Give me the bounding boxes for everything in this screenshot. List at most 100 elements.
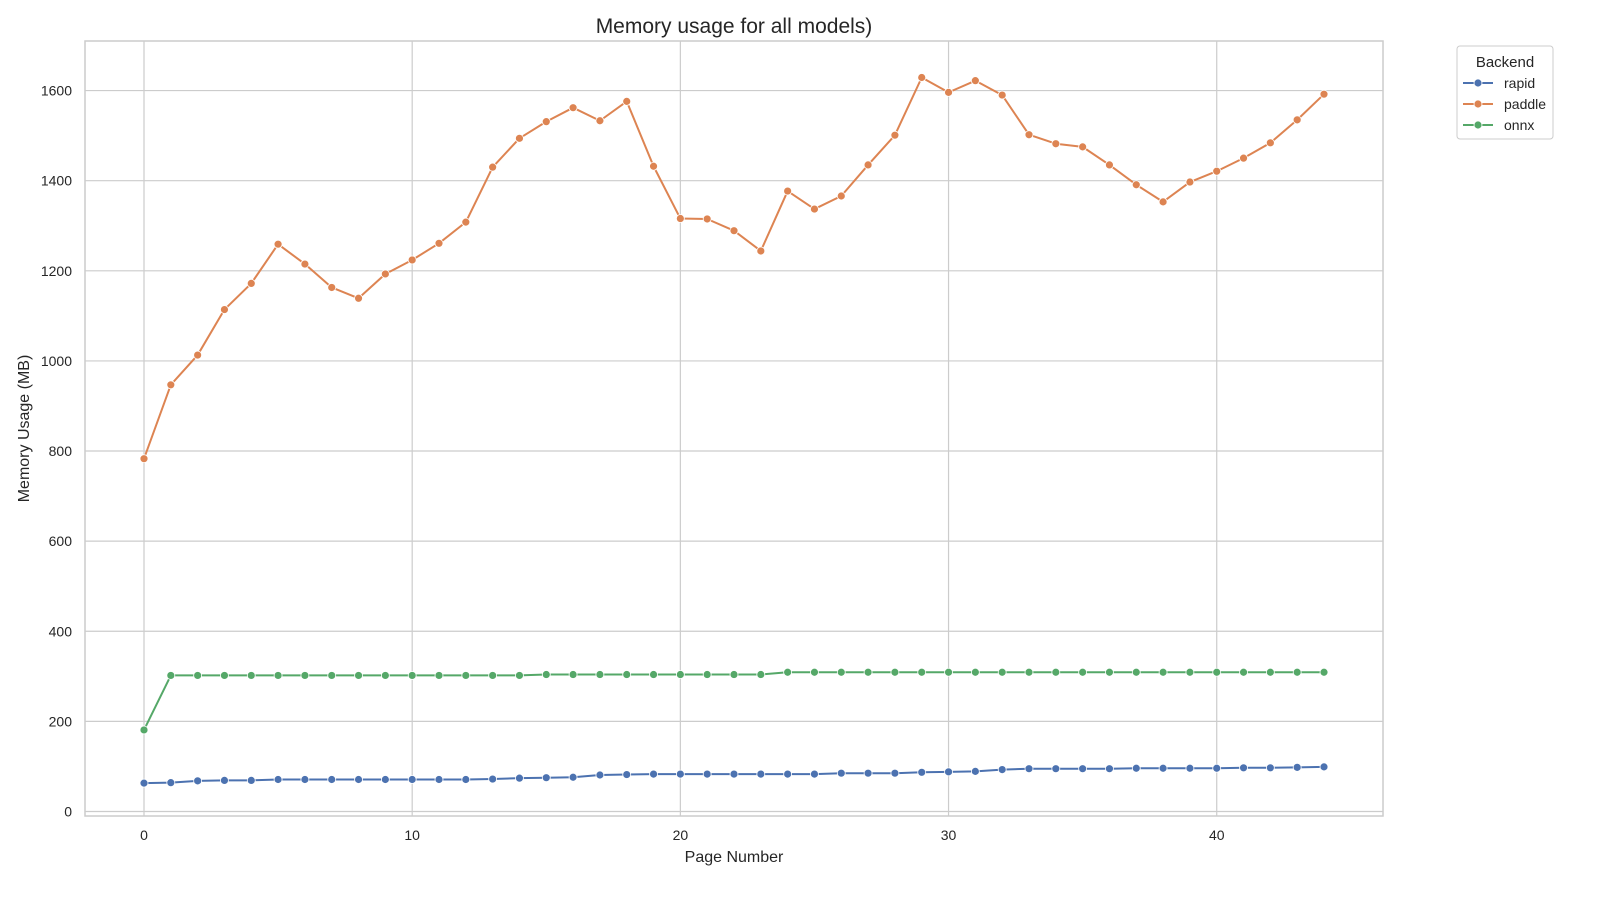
data-point-rapid (1105, 764, 1114, 774)
data-point-paddle (515, 133, 524, 143)
data-point-paddle (541, 117, 551, 127)
data-point-onnx (675, 670, 685, 679)
data-point-rapid (917, 767, 927, 777)
x-tick-label: 30 (941, 827, 957, 843)
data-point-paddle (1185, 177, 1195, 187)
x-tick-label: 20 (673, 827, 689, 843)
data-point-onnx (515, 671, 524, 680)
data-point-rapid (622, 770, 632, 779)
data-point-paddle (890, 130, 900, 140)
data-point-onnx (220, 671, 229, 680)
data-point-rapid (1265, 763, 1275, 773)
data-point-rapid (1078, 764, 1088, 774)
data-point-rapid (461, 775, 471, 784)
data-point-onnx (541, 670, 551, 679)
data-point-paddle (1024, 130, 1034, 140)
data-point-onnx (193, 671, 203, 680)
data-point-rapid (1158, 763, 1168, 773)
plot-frame (84, 40, 1384, 817)
data-point-paddle (970, 76, 980, 86)
data-point-onnx (246, 671, 256, 680)
data-point-paddle (1051, 139, 1061, 149)
data-point-onnx (756, 670, 766, 679)
data-point-rapid (488, 774, 498, 784)
y-tick-label: 1000 (41, 353, 72, 369)
data-point-rapid (139, 778, 149, 788)
legend-items: rapid paddle onnx (1463, 75, 1546, 133)
series-line-paddle (143, 76, 1325, 460)
data-point-paddle (407, 255, 417, 265)
data-point-onnx (273, 671, 283, 680)
data-point-paddle (461, 217, 471, 227)
data-point-rapid (675, 769, 685, 779)
data-point-onnx (729, 670, 739, 679)
data-point-paddle (488, 162, 498, 172)
data-point-onnx (1158, 667, 1168, 677)
data-point-onnx (970, 667, 980, 677)
data-point-rapid (944, 767, 953, 777)
data-point-paddle (246, 279, 256, 288)
data-point-rapid (515, 773, 524, 783)
data-point-rapid (434, 775, 444, 784)
data-point-paddle (1105, 160, 1114, 170)
data-point-paddle (836, 191, 846, 201)
data-point-rapid (810, 769, 819, 779)
data-point-paddle (702, 214, 712, 224)
data-point-rapid (300, 775, 310, 784)
data-point-onnx (139, 725, 149, 735)
data-point-paddle (622, 96, 632, 106)
data-point-rapid (273, 775, 283, 784)
data-point-rapid (1239, 763, 1248, 773)
data-point-onnx (1292, 667, 1302, 677)
legend-item-onnx: onnx (1463, 117, 1534, 133)
x-tick-label: 40 (1209, 827, 1225, 843)
data-point-rapid (756, 769, 766, 779)
data-point-rapid (1185, 763, 1195, 773)
data-point-paddle (220, 305, 229, 314)
y-tick-label: 0 (64, 803, 72, 819)
data-point-onnx (622, 670, 632, 679)
data-point-paddle (595, 116, 605, 126)
data-point-rapid (1319, 762, 1329, 772)
data-point-onnx (810, 667, 819, 677)
data-point-rapid (220, 776, 229, 785)
data-point-onnx (595, 670, 605, 679)
data-point-onnx (1078, 667, 1088, 677)
y-tick-label: 800 (49, 443, 73, 459)
data-point-paddle (327, 283, 337, 292)
data-point-rapid (407, 775, 417, 784)
data-point-onnx (1185, 667, 1195, 677)
y-tick-label: 1200 (41, 263, 72, 279)
data-point-paddle (1292, 115, 1302, 125)
data-point-onnx (407, 671, 417, 680)
data-point-rapid (997, 765, 1007, 774)
data-point-onnx (944, 667, 953, 677)
data-point-onnx (461, 671, 471, 680)
data-point-paddle (649, 161, 658, 171)
data-point-onnx (783, 667, 793, 677)
data-point-paddle (1158, 197, 1168, 207)
data-point-paddle (434, 238, 444, 248)
data-point-rapid (1131, 763, 1141, 773)
data-point-paddle (863, 160, 873, 170)
data-point-paddle (756, 246, 766, 256)
data-point-rapid (729, 769, 739, 779)
data-point-paddle (139, 454, 149, 464)
legend-item-paddle: paddle (1463, 96, 1546, 112)
data-point-rapid (863, 768, 873, 778)
data-point-paddle (810, 204, 819, 214)
legend-title: Backend (1476, 54, 1534, 71)
legend-label: paddle (1504, 96, 1546, 112)
legend-marker-swatch (1473, 120, 1483, 130)
data-point-rapid (1024, 764, 1034, 774)
data-point-onnx (568, 670, 578, 679)
series-rapid (139, 762, 1329, 788)
data-point-paddle (273, 239, 283, 249)
data-point-onnx (380, 671, 390, 680)
data-point-onnx (434, 671, 444, 680)
x-axis-ticks: 0 10 20 30 40 (140, 827, 1225, 843)
data-point-paddle (568, 103, 578, 113)
legend-item-rapid: rapid (1463, 75, 1535, 91)
series-paddle (139, 73, 1329, 464)
